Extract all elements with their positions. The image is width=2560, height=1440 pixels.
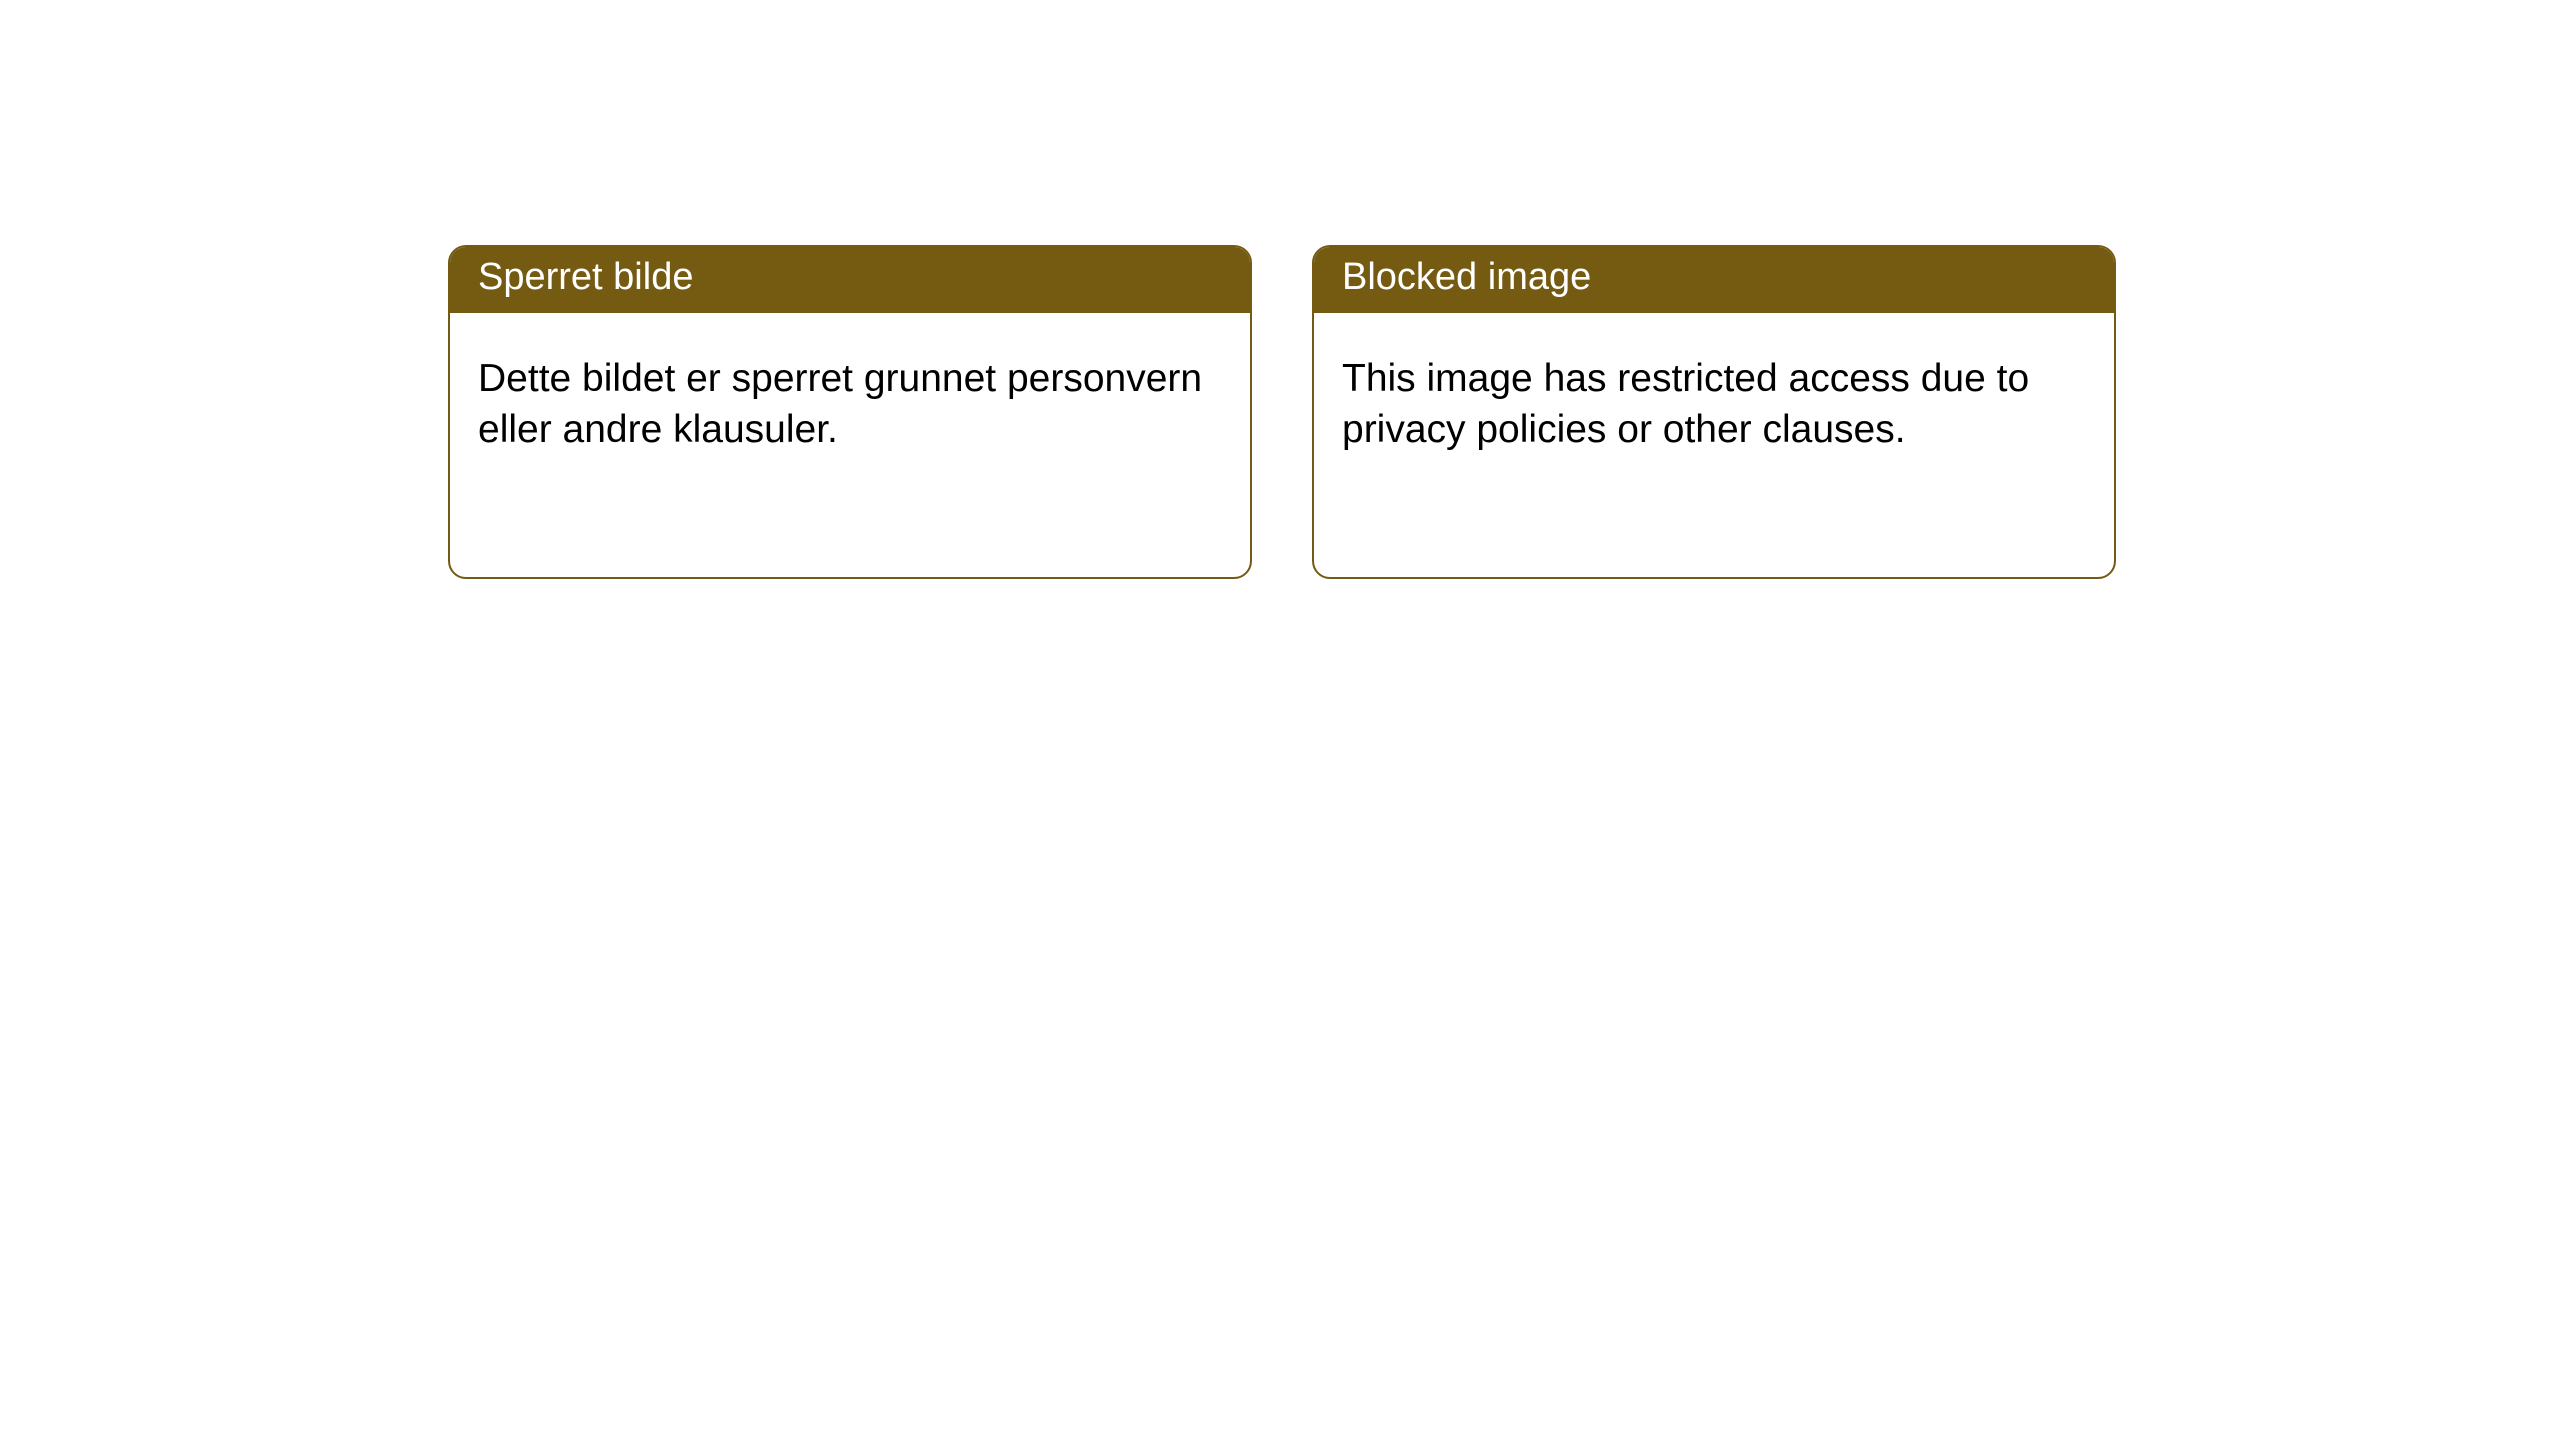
card-body-english: This image has restricted access due to … bbox=[1314, 313, 2114, 484]
card-title-english: Blocked image bbox=[1314, 247, 2114, 313]
card-body-norwegian: Dette bildet er sperret grunnet personve… bbox=[450, 313, 1250, 484]
card-english: Blocked image This image has restricted … bbox=[1312, 245, 2116, 579]
cards-container: Sperret bilde Dette bildet er sperret gr… bbox=[448, 245, 2116, 579]
card-title-norwegian: Sperret bilde bbox=[450, 247, 1250, 313]
card-norwegian: Sperret bilde Dette bildet er sperret gr… bbox=[448, 245, 1252, 579]
